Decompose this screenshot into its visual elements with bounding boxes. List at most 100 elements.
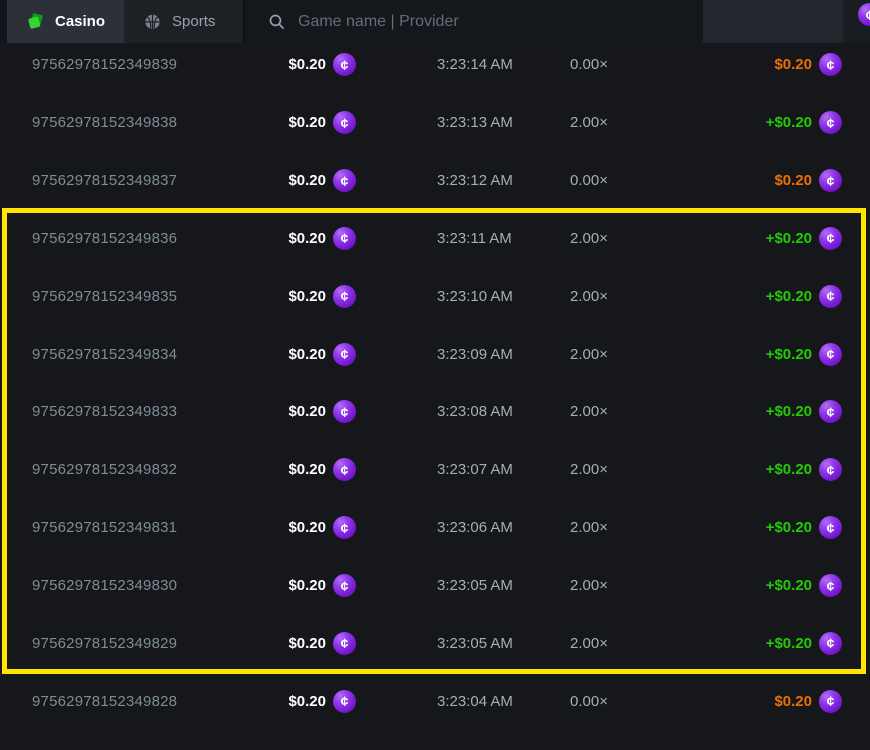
bet-row[interactable]: 97562978152349835 $0.20 ¢ 3:23:10 AM 2.0…: [0, 267, 870, 325]
bet-payout-cell: +$0.20 ¢: [703, 284, 842, 308]
bet-time: 3:23:10 AM: [437, 287, 513, 305]
header-right-panel: [703, 0, 843, 43]
bet-amount-cell: $0.20 ¢: [280, 516, 356, 540]
bet-row[interactable]: 97562978152349830 $0.20 ¢ 3:23:05 AM 2.0…: [0, 557, 870, 615]
bet-row[interactable]: 97562978152349839 $0.20 ¢ 3:23:14 AM 0.0…: [0, 36, 870, 94]
tab-sports-label: Sports: [172, 13, 216, 30]
bet-payout: +$0.20: [765, 577, 812, 595]
bet-multiplier: 0.00×: [570, 692, 608, 710]
bet-amount: $0.20: [288, 287, 326, 305]
bet-row[interactable]: 97562978152349834 $0.20 ¢ 3:23:09 AM 2.0…: [0, 325, 870, 383]
bet-payout: +$0.20: [765, 403, 812, 421]
bet-payout-cell: +$0.20 ¢: [703, 574, 842, 598]
bet-amount-cell: $0.20 ¢: [280, 689, 356, 713]
bet-time: 3:23:13 AM: [437, 114, 513, 132]
coin-icon: ¢: [333, 226, 356, 250]
tab-casino[interactable]: Casino: [7, 0, 125, 43]
coin-icon: ¢: [333, 631, 356, 655]
bet-multiplier: 2.00×: [570, 461, 608, 479]
coin-icon: ¢: [819, 458, 842, 482]
bet-row[interactable]: 97562978152349832 $0.20 ¢ 3:23:07 AM 2.0…: [0, 441, 870, 499]
bet-id: 97562978152349835: [32, 287, 178, 305]
coin-icon: ¢: [819, 400, 842, 424]
bet-payout-cell: +$0.20 ¢: [703, 342, 842, 366]
bet-multiplier: 0.00×: [570, 56, 608, 74]
coin-icon: ¢: [819, 284, 842, 308]
bet-payout-cell: +$0.20 ¢: [703, 458, 842, 482]
bet-amount: $0.20: [288, 577, 326, 595]
bet-amount-cell: $0.20 ¢: [280, 342, 356, 366]
coin-icon: ¢: [333, 342, 356, 366]
coin-icon: ¢: [333, 169, 356, 193]
coin-icon: ¢: [819, 574, 842, 598]
bet-time: 3:23:12 AM: [437, 172, 513, 190]
bet-id: 97562978152349834: [32, 345, 178, 363]
bet-id: 97562978152349836: [32, 229, 178, 247]
bet-amount-cell: $0.20 ¢: [280, 574, 356, 598]
bet-payout: $0.20: [774, 172, 812, 190]
coin-icon: ¢: [819, 111, 842, 135]
bet-multiplier: 2.00×: [570, 229, 608, 247]
tab-sports[interactable]: Sports: [124, 0, 234, 43]
coin-icon: ¢: [819, 689, 842, 713]
coin-icon: ¢: [819, 53, 842, 77]
bet-id: 97562978152349830: [32, 577, 178, 595]
bet-row[interactable]: 97562978152349829 $0.20 ¢ 3:23:05 AM 2.0…: [0, 614, 870, 672]
bet-row[interactable]: 97562978152349831 $0.20 ¢ 3:23:06 AM 2.0…: [0, 499, 870, 557]
bet-time: 3:23:09 AM: [437, 345, 513, 363]
bet-time: 3:23:04 AM: [437, 692, 513, 710]
search-bar: [243, 0, 703, 43]
bet-amount: $0.20: [288, 634, 326, 652]
bet-row[interactable]: 97562978152349828 $0.20 ¢ 3:23:04 AM 0.0…: [0, 672, 870, 730]
bet-amount: $0.20: [288, 345, 326, 363]
bet-row[interactable]: 97562978152349837 $0.20 ¢ 3:23:12 AM 0.0…: [0, 152, 870, 210]
bet-multiplier: 2.00×: [570, 403, 608, 421]
search-input[interactable]: [298, 12, 678, 31]
bet-amount: $0.20: [288, 229, 326, 247]
bet-time: 3:23:07 AM: [437, 461, 513, 479]
bet-id: 97562978152349831: [32, 519, 178, 537]
bet-multiplier: 2.00×: [570, 634, 608, 652]
coin-icon: ¢: [333, 400, 356, 424]
bet-payout: +$0.20: [765, 461, 812, 479]
bet-multiplier: 2.00×: [570, 519, 608, 537]
bet-id: 97562978152349832: [32, 461, 178, 479]
bet-amount: $0.20: [288, 692, 326, 710]
bet-amount-cell: $0.20 ¢: [280, 631, 356, 655]
bet-amount: $0.20: [288, 56, 326, 74]
search-icon: [268, 13, 285, 30]
bet-id: 97562978152349837: [32, 172, 178, 190]
bet-row[interactable]: 97562978152349833 $0.20 ¢ 3:23:08 AM 2.0…: [0, 383, 870, 441]
coin-icon: ¢: [333, 284, 356, 308]
bet-multiplier: 0.00×: [570, 172, 608, 190]
bet-payout-cell: +$0.20 ¢: [703, 400, 842, 424]
sports-icon: [143, 12, 162, 31]
bet-payout: $0.20: [774, 692, 812, 710]
bet-amount-cell: $0.20 ¢: [280, 111, 356, 135]
bet-amount-cell: $0.20 ¢: [280, 458, 356, 482]
bet-time: 3:23:08 AM: [437, 403, 513, 421]
bet-amount: $0.20: [288, 461, 326, 479]
bet-payout-cell: $0.20 ¢: [703, 169, 842, 193]
bet-row[interactable]: 97562978152349838 $0.20 ¢ 3:23:13 AM 2.0…: [0, 94, 870, 152]
bet-multiplier: 2.00×: [570, 114, 608, 132]
bet-time: 3:23:05 AM: [437, 577, 513, 595]
bet-payout-cell: +$0.20 ¢: [703, 111, 842, 135]
bet-amount-cell: $0.20 ¢: [280, 284, 356, 308]
top-nav: Casino Sports ¢: [0, 0, 870, 43]
bet-payout: +$0.20: [765, 229, 812, 247]
bet-payout: $0.20: [774, 56, 812, 74]
coin-icon: ¢: [333, 111, 356, 135]
casino-icon: [26, 12, 45, 31]
bet-id: 97562978152349829: [32, 634, 178, 652]
bet-rows: 97562978152349839 $0.20 ¢ 3:23:14 AM 0.0…: [0, 36, 870, 730]
bet-payout-cell: +$0.20 ¢: [703, 226, 842, 250]
bet-time: 3:23:06 AM: [437, 519, 513, 537]
coin-icon: ¢: [333, 458, 356, 482]
bet-id: 97562978152349838: [32, 114, 178, 132]
bet-row[interactable]: 97562978152349836 $0.20 ¢ 3:23:11 AM 2.0…: [0, 210, 870, 268]
bet-amount: $0.20: [288, 114, 326, 132]
coin-icon: ¢: [819, 342, 842, 366]
bet-multiplier: 2.00×: [570, 577, 608, 595]
coin-icon: ¢: [819, 169, 842, 193]
